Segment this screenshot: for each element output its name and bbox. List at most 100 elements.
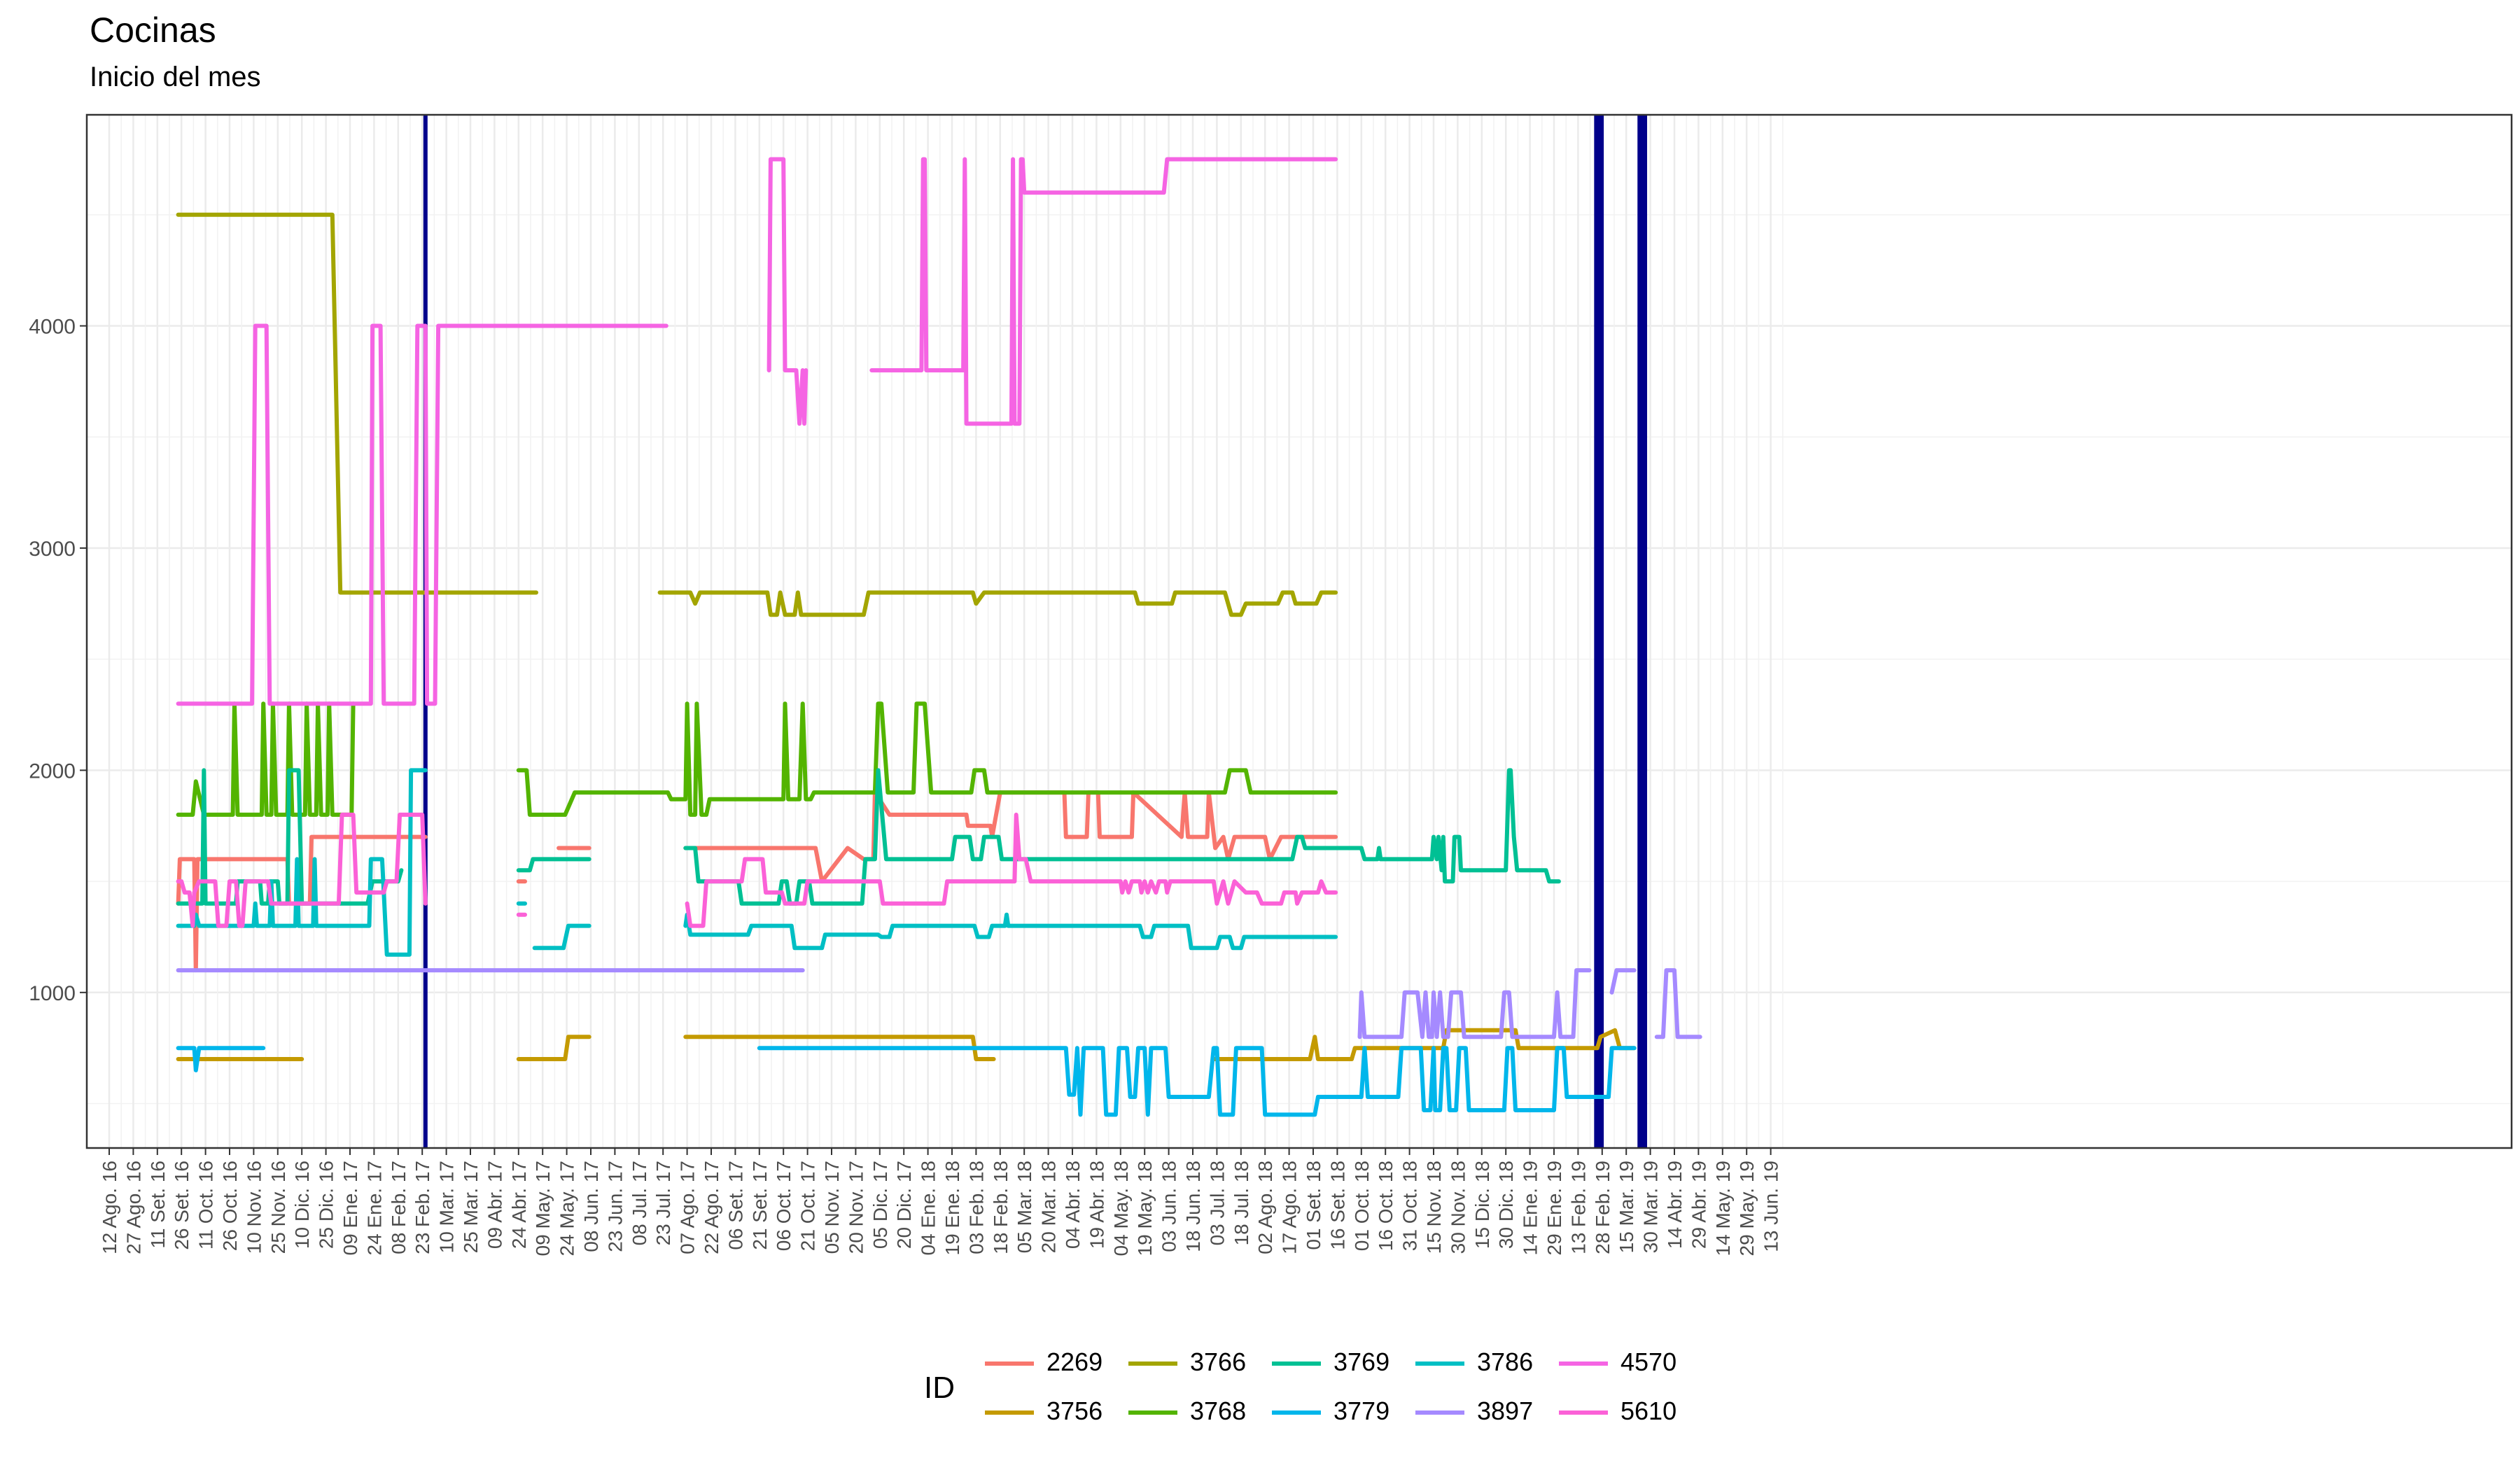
x-tick-label: 23 Jul. 17 xyxy=(652,1161,674,1245)
x-tick-label: 01 Set. 18 xyxy=(1303,1161,1324,1250)
x-tick-label: 19 Abr. 18 xyxy=(1086,1161,1107,1249)
x-tick-label: 14 Ene. 19 xyxy=(1520,1161,1541,1255)
x-tick-label: 20 Nov. 17 xyxy=(845,1161,867,1254)
x-tick-label: 06 Set. 17 xyxy=(724,1161,746,1250)
series-line-4570 xyxy=(176,157,1338,706)
legend-label: 3769 xyxy=(1334,1348,1390,1376)
x-tick-label: 19 Ene. 18 xyxy=(941,1161,963,1255)
x-tick-label: 29 Abr. 19 xyxy=(1688,1161,1709,1249)
x-tick-label: 09 May. 17 xyxy=(532,1161,554,1256)
x-tick-label: 31 Oct. 18 xyxy=(1399,1161,1421,1251)
legend-swatch xyxy=(1415,1362,1464,1366)
x-tick-label: 11 Set. 16 xyxy=(147,1161,169,1249)
x-tick-label: 11 Oct. 16 xyxy=(195,1161,217,1250)
x-tick-label: 04 May. 18 xyxy=(1110,1161,1132,1256)
chart-subtitle: Inicio del mes xyxy=(90,62,261,92)
x-tick-label: 21 Oct. 17 xyxy=(797,1161,819,1251)
x-tick-label: 08 Jun. 17 xyxy=(580,1161,602,1252)
x-tick-label: 29 Ene. 19 xyxy=(1544,1161,1565,1255)
x-tick-label: 08 Jul. 17 xyxy=(629,1161,650,1245)
x-tick-label: 24 May. 17 xyxy=(556,1161,578,1256)
x-tick-label: 20 Dic. 17 xyxy=(893,1161,915,1249)
y-tick-label: 3000 xyxy=(29,538,76,561)
legend-swatch xyxy=(1559,1362,1608,1366)
x-tick-label: 09 Abr. 17 xyxy=(484,1161,505,1249)
x-tick-label: 24 Abr. 17 xyxy=(508,1161,530,1249)
legend-label: 3897 xyxy=(1477,1396,1534,1425)
series-line-5610 xyxy=(176,812,1338,928)
legend-swatch xyxy=(1272,1410,1321,1415)
x-tick-label: 01 Oct. 18 xyxy=(1351,1161,1373,1251)
legend-label: 2269 xyxy=(1046,1348,1103,1376)
x-tick-label: 14 Abr. 19 xyxy=(1664,1161,1686,1249)
x-tick-label: 14 May. 19 xyxy=(1712,1161,1734,1256)
legend-label: 3768 xyxy=(1190,1396,1247,1425)
x-tick-label: 20 Mar. 18 xyxy=(1038,1161,1060,1253)
x-tick-label: 10 Dic. 16 xyxy=(291,1161,313,1249)
x-tick-label: 18 Jun. 18 xyxy=(1182,1161,1204,1252)
vertical-marker xyxy=(1637,115,1648,1148)
x-tick-label: 13 Feb. 19 xyxy=(1567,1161,1589,1254)
x-tick-label: 18 Jul. 18 xyxy=(1231,1161,1252,1245)
x-tick-label: 12 Ago. 16 xyxy=(99,1161,120,1254)
vertical-marker xyxy=(1594,115,1604,1148)
y-tick-label: 2000 xyxy=(29,760,76,783)
x-tick-label: 15 Nov. 18 xyxy=(1423,1161,1445,1254)
y-tick-label: 4000 xyxy=(29,316,76,339)
x-tick-label: 05 Mar. 18 xyxy=(1014,1161,1035,1253)
x-tick-label: 03 Feb. 18 xyxy=(965,1161,987,1254)
legend-swatch xyxy=(985,1362,1034,1366)
x-tick-label: 22 Ago. 17 xyxy=(701,1161,722,1254)
legend-label: 3779 xyxy=(1334,1396,1390,1425)
x-tick-label: 10 Nov. 16 xyxy=(243,1161,265,1254)
x-tick-label: 24 Ene. 17 xyxy=(363,1161,385,1255)
x-tick-label: 25 Nov. 16 xyxy=(267,1161,289,1254)
x-tick-label: 23 Jun. 17 xyxy=(604,1161,626,1252)
x-tick-label: 18 Feb. 18 xyxy=(990,1161,1011,1254)
legend-swatch xyxy=(1272,1362,1321,1366)
x-tick-label: 17 Ago. 18 xyxy=(1279,1161,1301,1254)
x-tick-label: 19 May. 18 xyxy=(1134,1161,1156,1256)
x-tick-label: 30 Dic. 18 xyxy=(1495,1161,1517,1249)
x-tick-label: 07 Ago. 17 xyxy=(677,1161,699,1254)
x-tick-label: 16 Oct. 18 xyxy=(1375,1161,1396,1251)
series-line-3786 xyxy=(176,768,1338,957)
y-tick-label: 1000 xyxy=(29,982,76,1005)
legend-label: 4570 xyxy=(1620,1348,1677,1376)
x-tick-label: 09 Ene. 17 xyxy=(340,1161,361,1255)
x-tick-label: 06 Oct. 17 xyxy=(773,1161,794,1251)
x-tick-label: 27 Ago. 16 xyxy=(122,1161,144,1254)
series-line-3768 xyxy=(176,701,1338,817)
x-tick-label: 04 Abr. 18 xyxy=(1062,1161,1084,1249)
x-tick-label: 28 Feb. 19 xyxy=(1592,1161,1614,1254)
legend-swatch xyxy=(985,1410,1034,1415)
x-tick-label: 05 Dic. 17 xyxy=(869,1161,891,1249)
panel-border xyxy=(85,113,2513,1149)
legend-swatch xyxy=(1128,1362,1177,1366)
x-tick-label: 08 Feb. 17 xyxy=(388,1161,410,1254)
legend-label: 3786 xyxy=(1477,1348,1534,1376)
x-tick-label: 05 Nov. 17 xyxy=(821,1161,843,1254)
x-tick-label: 15 Mar. 19 xyxy=(1616,1161,1637,1253)
x-tick-label: 26 Set. 16 xyxy=(171,1161,192,1250)
x-tick-label: 21 Set. 17 xyxy=(749,1161,771,1250)
series-line-2269 xyxy=(176,790,1338,973)
x-tick-label: 13 Jun. 19 xyxy=(1760,1161,1782,1252)
x-tick-label: 30 Nov. 18 xyxy=(1447,1161,1469,1254)
x-tick-label: 03 Jul. 18 xyxy=(1206,1161,1228,1245)
x-tick-label: 25 Mar. 17 xyxy=(460,1161,482,1253)
legend-swatch xyxy=(1128,1410,1177,1415)
x-tick-label: 03 Jun. 18 xyxy=(1158,1161,1180,1252)
x-tick-label: 02 Ago. 18 xyxy=(1254,1161,1276,1254)
legend-label: 5610 xyxy=(1620,1396,1677,1425)
series-line-3779 xyxy=(176,1046,1637,1117)
x-tick-label: 16 Set. 18 xyxy=(1326,1161,1348,1250)
series-line-3756 xyxy=(176,1028,1637,1061)
legend-label: 3756 xyxy=(1046,1396,1103,1425)
series-line-3897 xyxy=(176,968,1702,1040)
x-tick-label: 25 Dic. 16 xyxy=(316,1161,337,1249)
legend-title: ID xyxy=(924,1371,955,1405)
legend-label: 3766 xyxy=(1190,1348,1247,1376)
series-line-3766 xyxy=(176,212,1338,617)
